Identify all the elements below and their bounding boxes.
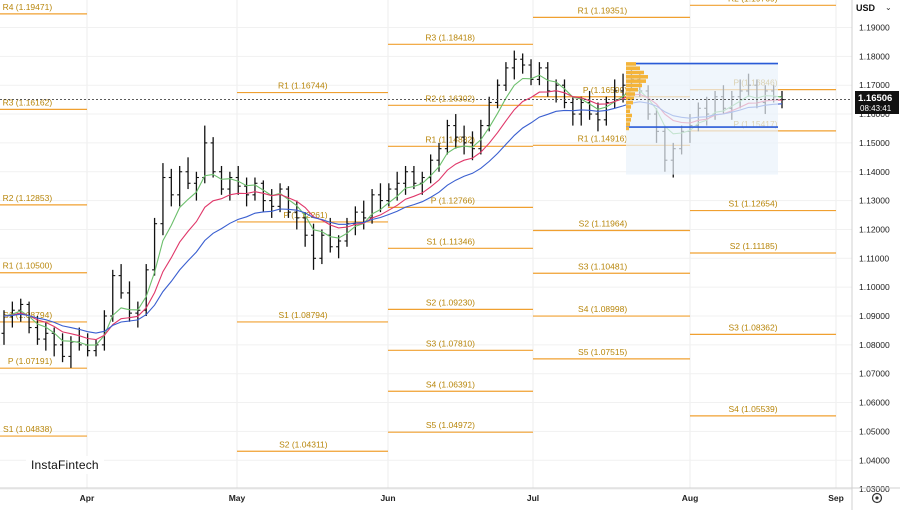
pivot-level-label: S5 (1.04972) [426,420,475,430]
pivot-level-label: R4 (1.19471) [3,2,53,12]
pivot-level-label: R2 (1.16302) [425,93,475,103]
y-tick-label: 1.17000 [859,80,890,90]
profile-bin [626,79,646,83]
profile-bin [626,113,632,118]
pivot-level-label: S1 (1.04838) [3,424,52,434]
chevron-down-icon[interactable]: ⌄ [885,3,892,12]
pivot-level-label: S3 (1.10481) [578,261,627,271]
profile-bin [626,109,630,114]
y-tick-label: 1.14000 [859,167,890,177]
y-tick-label: 1.13000 [859,196,890,206]
profile-bin [626,83,642,88]
pivot-level-label: P (1.16599) [583,85,627,95]
settings-icon[interactable] [871,492,883,504]
pivot-level-label: S4 (1.05539) [728,404,777,414]
pivot-level-label: S2 (1.11185) [730,241,778,251]
bar-countdown: 08:43:41 [860,104,892,113]
pivot-level-label: R1 (1.14916) [578,133,628,143]
profile-bin [626,105,631,109]
y-tick-label: 1.06000 [859,398,890,408]
y-tick-label: 1.12000 [859,224,890,234]
y-tick-label: 1.09000 [859,311,890,321]
pivot-level-label: R1 (1.19351) [578,5,628,15]
x-tick-label: Aug [682,493,699,503]
pivot-level-label: S4 (1.06391) [426,379,475,389]
pivot-level-label: S1 (1.12654) [728,199,777,209]
pivot-level-label: S3 (1.08362) [728,322,777,332]
y-tick-label: 1.11000 [859,253,889,263]
x-tick-label: May [229,493,246,503]
profile-bin [626,96,634,101]
pivot-level-label: R3 (1.18418) [425,32,475,42]
pivot-level-label: R1 (1.10500) [3,261,53,271]
pivot-level-label: S4 (1.08998) [578,304,627,314]
pivot-level-label: S5 (1.07515) [578,347,627,357]
pivot-level-label: R1 (1.16744) [278,81,328,91]
profile-bin [626,92,635,96]
pivot-level-label: S2 (1.11964) [579,218,628,228]
y-tick-label: 1.18000 [859,51,890,61]
profile-bin [626,100,633,105]
x-tick-label: Jun [380,493,395,503]
pivot-level-label: R1 (1.14882) [425,134,475,144]
pivot-level-label: R3 (1.16162) [3,97,53,107]
pivot-level-label: S2 (1.09230) [426,297,475,307]
profile-bin [626,126,629,131]
profile-bin [626,87,638,92]
pivot-level-label: R2 (1.12853) [3,193,53,203]
y-tick-label: 1.16000 [859,109,890,119]
profile-bin [626,122,630,126]
profile-bin [626,70,644,75]
y-tick-label: 1.10000 [859,282,890,292]
pivot-level-label: S1 (1.11346) [426,236,475,246]
last-price: 1.16506 [858,93,893,104]
y-tick-label: 1.08000 [859,340,890,350]
brand-logo: InstaFintech [26,456,104,474]
y-tick-label: 1.05000 [859,426,890,436]
volume-profile [626,62,778,175]
pivot-level-label: R2 (1.19769) [728,0,778,3]
y-tick-label: 1.15000 [859,138,890,148]
pivot-level-label: S2 (1.04311) [279,439,328,449]
profile-bin [626,66,640,71]
x-tick-label: Jul [527,493,539,503]
currency-label[interactable]: USD [856,3,876,13]
last-price-badge: 1.16506 08:43:41 [855,91,899,114]
x-tick-label: Sep [828,493,844,503]
pivot-level-label: S3 (1.07810) [426,338,475,348]
pivot-level-label: S1 (1.08794) [278,310,327,320]
y-tick-label: 1.04000 [859,455,890,465]
pivot-level-label: P (1.07191) [8,356,52,366]
profile-bin [626,62,636,66]
profile-bin [626,118,631,122]
y-tick-label: 1.07000 [859,369,890,379]
y-tick-label: 1.19000 [859,23,890,33]
x-tick-label: Apr [80,493,95,503]
y-tick-label: 1.03000 [859,484,890,494]
profile-bin [626,75,648,79]
volume-profile-area [626,62,778,175]
pivot-level-label: P (1.12766) [431,195,475,205]
